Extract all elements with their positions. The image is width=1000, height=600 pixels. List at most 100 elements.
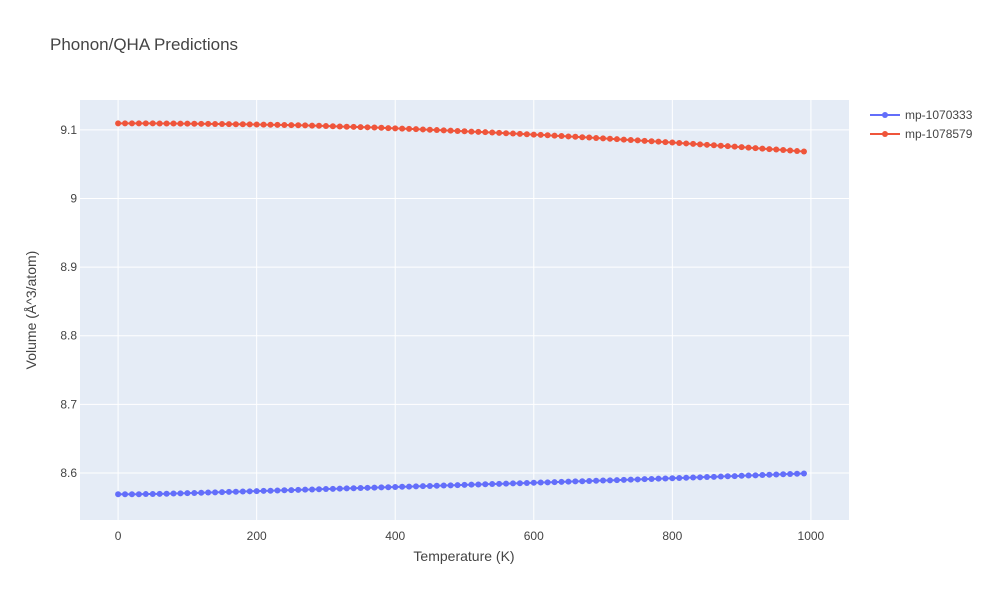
data-point[interactable] xyxy=(752,145,759,152)
data-point[interactable] xyxy=(128,120,135,127)
data-point[interactable] xyxy=(475,481,482,488)
data-point[interactable] xyxy=(641,137,648,144)
data-point[interactable] xyxy=(142,120,149,127)
data-point[interactable] xyxy=(503,130,510,137)
data-point[interactable] xyxy=(267,121,274,128)
data-point[interactable] xyxy=(745,472,752,479)
data-point[interactable] xyxy=(662,139,669,146)
data-point[interactable] xyxy=(322,486,329,493)
data-point[interactable] xyxy=(482,481,489,488)
data-point[interactable] xyxy=(163,120,170,127)
data-point[interactable] xyxy=(309,122,316,129)
data-point[interactable] xyxy=(461,128,468,135)
data-point[interactable] xyxy=(336,485,343,492)
data-point[interactable] xyxy=(717,142,724,149)
data-point[interactable] xyxy=(454,127,461,134)
data-point[interactable] xyxy=(253,488,260,495)
data-point[interactable] xyxy=(565,133,572,140)
data-point[interactable] xyxy=(683,474,690,481)
data-point[interactable] xyxy=(302,486,309,493)
data-point[interactable] xyxy=(128,491,135,498)
data-point[interactable] xyxy=(766,471,773,478)
data-point[interactable] xyxy=(697,141,704,148)
data-point[interactable] xyxy=(426,482,433,489)
data-point[interactable] xyxy=(267,487,274,494)
data-point[interactable] xyxy=(122,491,129,498)
data-point[interactable] xyxy=(357,485,364,492)
data-point[interactable] xyxy=(309,486,316,493)
data-point[interactable] xyxy=(759,472,766,479)
data-point[interactable] xyxy=(724,143,731,150)
data-point[interactable] xyxy=(316,486,323,493)
data-point[interactable] xyxy=(364,124,371,131)
data-point[interactable] xyxy=(523,480,530,487)
data-point[interactable] xyxy=(738,144,745,151)
data-point[interactable] xyxy=(260,487,267,494)
data-point[interactable] xyxy=(295,486,302,493)
data-point[interactable] xyxy=(613,136,620,143)
data-point[interactable] xyxy=(703,474,710,481)
data-point[interactable] xyxy=(447,127,454,134)
data-point[interactable] xyxy=(780,147,787,154)
data-point[interactable] xyxy=(378,124,385,131)
data-point[interactable] xyxy=(738,472,745,479)
data-point[interactable] xyxy=(461,481,468,488)
data-point[interactable] xyxy=(593,477,600,484)
data-point[interactable] xyxy=(613,477,620,484)
data-point[interactable] xyxy=(406,125,413,132)
data-point[interactable] xyxy=(378,484,385,491)
data-point[interactable] xyxy=(648,138,655,145)
data-point[interactable] xyxy=(697,474,704,481)
data-point[interactable] xyxy=(184,490,191,497)
data-point[interactable] xyxy=(551,479,558,486)
data-point[interactable] xyxy=(593,134,600,141)
data-point[interactable] xyxy=(135,491,142,498)
data-point[interactable] xyxy=(544,132,551,139)
data-point[interactable] xyxy=(710,473,717,480)
data-point[interactable] xyxy=(516,130,523,137)
data-point[interactable] xyxy=(780,471,787,478)
data-point[interactable] xyxy=(690,140,697,147)
data-point[interactable] xyxy=(246,488,253,495)
data-point[interactable] xyxy=(392,125,399,132)
data-point[interactable] xyxy=(620,476,627,483)
data-point[interactable] xyxy=(731,143,738,150)
data-point[interactable] xyxy=(586,134,593,141)
data-point[interactable] xyxy=(496,129,503,136)
data-point[interactable] xyxy=(399,483,406,490)
data-point[interactable] xyxy=(163,490,170,497)
data-point[interactable] xyxy=(565,478,572,485)
data-point[interactable] xyxy=(371,484,378,491)
data-point[interactable] xyxy=(572,478,579,485)
data-point[interactable] xyxy=(724,473,731,480)
data-point[interactable] xyxy=(634,476,641,483)
data-point[interactable] xyxy=(600,477,607,484)
data-point[interactable] xyxy=(419,126,426,133)
data-point[interactable] xyxy=(676,475,683,481)
data-point[interactable] xyxy=(371,124,378,131)
data-point[interactable] xyxy=(149,120,156,127)
data-point[interactable] xyxy=(426,126,433,133)
data-point[interactable] xyxy=(773,146,780,153)
data-point[interactable] xyxy=(475,128,482,135)
data-point[interactable] xyxy=(454,482,461,489)
data-point[interactable] xyxy=(648,475,655,482)
data-point[interactable] xyxy=(634,137,641,144)
data-point[interactable] xyxy=(710,142,717,149)
data-point[interactable] xyxy=(219,489,226,496)
data-point[interactable] xyxy=(655,475,662,482)
data-point[interactable] xyxy=(191,489,198,496)
data-point[interactable] xyxy=(669,139,676,146)
data-point[interactable] xyxy=(281,487,288,494)
data-point[interactable] xyxy=(690,474,697,481)
data-point[interactable] xyxy=(447,482,454,489)
data-point[interactable] xyxy=(440,482,447,489)
data-point[interactable] xyxy=(274,487,281,494)
data-point[interactable] xyxy=(516,480,523,487)
data-point[interactable] xyxy=(489,129,496,136)
data-point[interactable] xyxy=(787,471,794,478)
data-point[interactable] xyxy=(655,138,662,145)
data-point[interactable] xyxy=(329,123,336,130)
data-point[interactable] xyxy=(558,478,565,485)
data-point[interactable] xyxy=(212,120,219,127)
